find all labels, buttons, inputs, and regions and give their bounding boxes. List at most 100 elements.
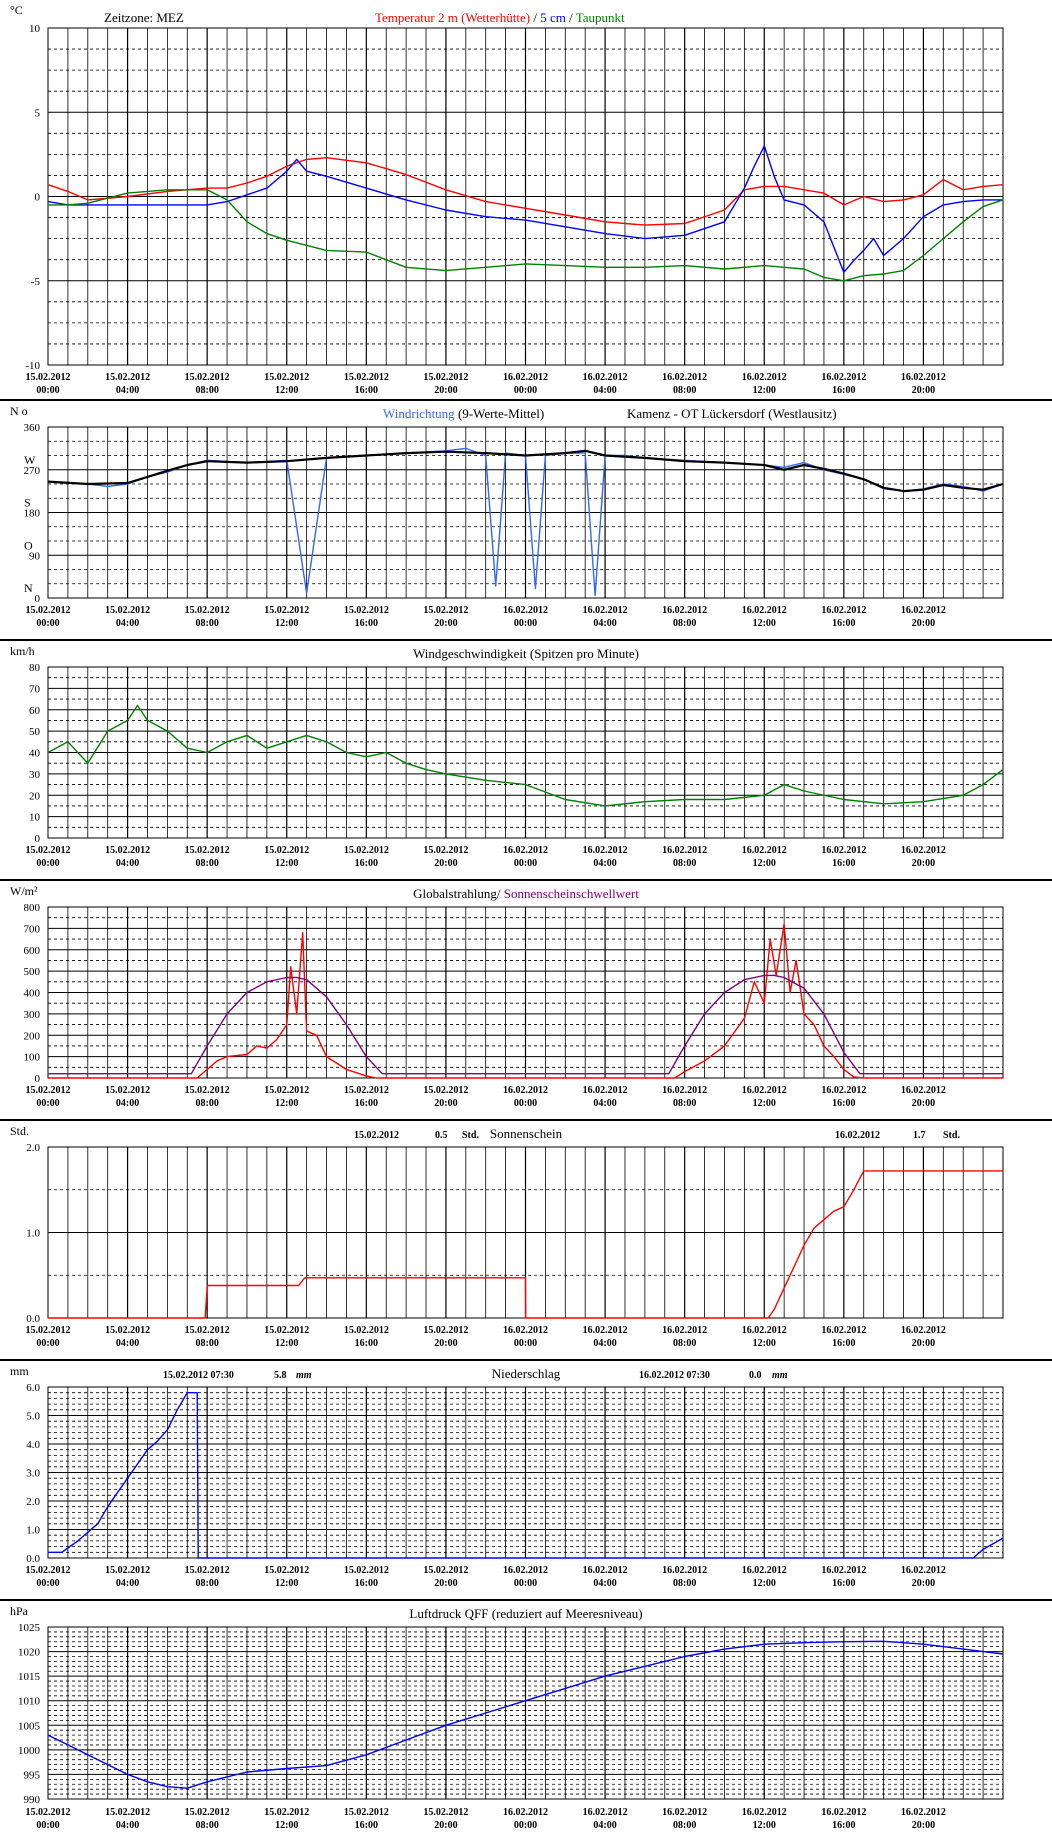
global-radiation-panel: 800 700 600 500 400 300 200 100 0 W/m² Globalstrah… [0,881,1052,1119]
x-tick-date: 16.02.2012 [901,1325,946,1336]
x-tick-time: 12:00 [275,1098,298,1109]
series-line-wind_direction-1 [47,449,1004,493]
x-tick-time: 16:00 [832,1578,855,1589]
y-tick-label: 0 [35,1073,41,1085]
x-tick-date: 15.02.2012 [423,1807,468,1818]
summary-unit: mm [772,1370,788,1381]
title-part: Sonnenscheinschwellwert [504,886,639,901]
x-tick-date: 15.02.2012 [344,1807,389,1818]
summary-date: 15.02.2012 [354,1130,399,1141]
x-tick-date: 16.02.2012 [821,1325,866,1336]
y-tick-label: 800 [24,902,41,914]
x-tick-time: 08:00 [195,1820,218,1831]
y-tick-label: 2.0 [26,1496,40,1508]
x-tick-time: 08:00 [195,1098,218,1109]
x-tick-time: 20:00 [434,618,457,629]
x-tick-time: 16:00 [832,1098,855,1109]
x-tick-time: 12:00 [753,1820,776,1831]
compass-label: N [24,581,33,595]
y-tick-label: 1.0 [26,1525,40,1537]
y-tick-label: 90 [29,550,41,562]
y-tick-label: 5.0 [26,1411,40,1423]
x-tick-time: 08:00 [673,858,696,869]
divider [0,639,1052,641]
summary-date: 16.02.2012 07:30 [639,1370,710,1381]
x-tick-time: 00:00 [36,858,59,869]
x-tick-date: 16.02.2012 [583,1807,628,1818]
x-tick-time: 04:00 [116,618,139,629]
x-tick-date: 16.02.2012 [662,845,707,856]
x-tick-time: 16:00 [832,1820,855,1831]
series-line-pressure-0 [47,1640,1004,1789]
x-tick-date: 15.02.2012 [26,1565,71,1576]
x-tick-date: 16.02.2012 [742,1085,787,1096]
x-tick-date: 15.02.2012 [185,1325,230,1336]
x-tick-date: 15.02.2012 [185,1807,230,1818]
x-tick-date: 16.02.2012 [662,1325,707,1336]
summary-unit: Std. [943,1130,960,1141]
y-tick-label: 200 [24,1030,41,1042]
y-tick-label: 0 [35,593,41,605]
x-tick-date: 15.02.2012 [26,1807,71,1818]
summary-value: 0.5 [435,1130,448,1141]
summary-value: 0.0 [749,1370,762,1381]
x-tick-time: 20:00 [434,858,457,869]
x-tick-time: 08:00 [673,385,696,396]
x-tick-time: 08:00 [195,858,218,869]
x-tick-date: 15.02.2012 [105,1565,150,1576]
y-tick-label: 1000 [18,1745,41,1757]
x-tick-date: 15.02.2012 [264,1565,309,1576]
x-tick-time: 00:00 [514,858,537,869]
x-tick-time: 12:00 [275,858,298,869]
y-tick-label: 50 [29,726,41,738]
wind-speed-panel: 80 70 60 50 40 30 20 10 0 km/h Windgeschwindigkeit… [0,641,1052,879]
x-tick-time: 16:00 [832,1338,855,1349]
precipitation-chart: 6.0 5.0 4.0 3.0 2.0 1.0 0.0 mm Niederschlag 15.02… [10,1364,1004,1589]
y-tick-label: 60 [29,705,41,717]
x-tick-time: 20:00 [434,1578,457,1589]
summary-date: 15.02.2012 07:30 [163,1370,234,1381]
x-tick-time: 16:00 [832,858,855,869]
x-tick-time: 20:00 [434,1820,457,1831]
x-tick-time: 00:00 [514,1820,537,1831]
title-part: Taupunkt [576,10,625,25]
x-tick-date: 16.02.2012 [662,605,707,616]
global-radiation-chart: 800 700 600 500 400 300 200 100 0 W/m² Globalstrah… [10,884,1004,1109]
station-name: Kamenz - OT Lückersdorf (Westlausitz) [627,406,837,421]
x-tick-date: 15.02.2012 [26,1085,71,1096]
y-tick-label: 40 [29,748,41,760]
series-line-temperature-1 [47,145,1003,273]
x-tick-date: 15.02.2012 [264,1085,309,1096]
x-tick-time: 16:00 [355,1578,378,1589]
title-part: (9-Werte-Mittel) [455,406,545,421]
x-tick-time: 12:00 [275,1338,298,1349]
x-tick-time: 08:00 [195,1338,218,1349]
x-tick-date: 16.02.2012 [742,845,787,856]
x-tick-date: 15.02.2012 [185,845,230,856]
x-tick-time: 20:00 [434,1098,457,1109]
x-tick-date: 15.02.2012 [105,605,150,616]
x-tick-time: 20:00 [912,1098,935,1109]
x-tick-time: 12:00 [275,1578,298,1589]
x-tick-time: 00:00 [514,1578,537,1589]
x-tick-time: 00:00 [514,1098,537,1109]
y-tick-label: 0.0 [26,1313,40,1325]
x-tick-date: 15.02.2012 [423,845,468,856]
x-tick-date: 16.02.2012 [583,1085,628,1096]
summary-value: 5.8 [274,1370,287,1381]
title-part: Temperatur 2 m (Wetterhütte) [375,10,530,25]
x-tick-time: 04:00 [593,1098,616,1109]
x-tick-date: 15.02.2012 [26,605,71,616]
summary-unit: Std. [462,1130,479,1141]
y-tick-label: -5 [31,276,41,288]
y-tick-label: 0 [35,833,41,845]
y-tick-label: 1025 [18,1622,41,1634]
x-tick-date: 16.02.2012 [662,372,707,383]
x-tick-time: 12:00 [753,858,776,869]
x-tick-date: 15.02.2012 [423,372,468,383]
x-tick-time: 08:00 [195,618,218,629]
unit-label: N o [10,404,28,418]
x-tick-date: 16.02.2012 [662,1565,707,1576]
x-tick-date: 15.02.2012 [344,1565,389,1576]
x-tick-date: 16.02.2012 [583,1565,628,1576]
